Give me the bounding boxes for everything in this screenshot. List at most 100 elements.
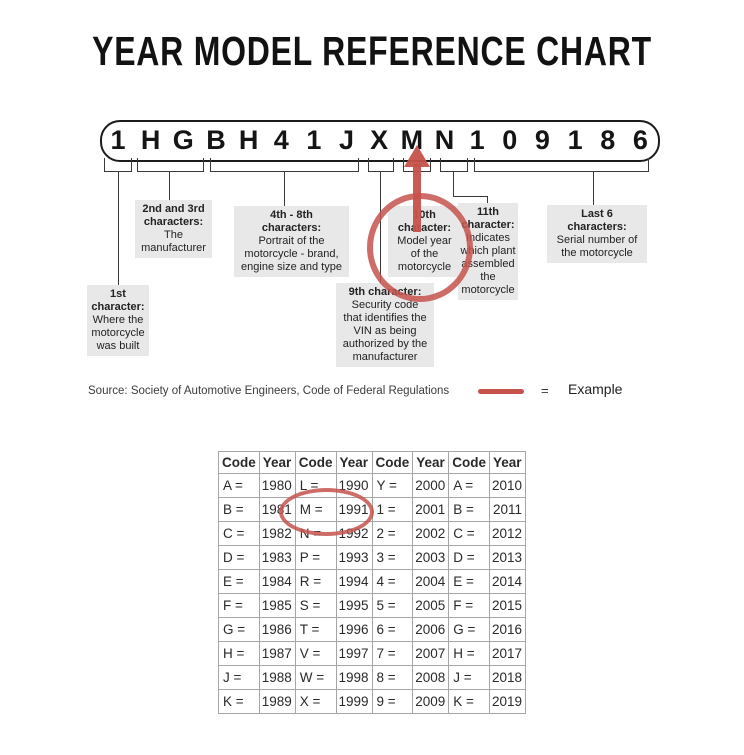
year-cell: 1996 bbox=[335, 617, 373, 642]
callout-body: Portrait of the motorcycle - brand, engi… bbox=[241, 235, 342, 273]
code-cell: D = bbox=[218, 545, 260, 570]
source-text: Source: Society of Automotive Engineers,… bbox=[88, 385, 450, 397]
callout-heading: 2nd and 3rd characters: bbox=[142, 203, 205, 228]
table-header-cell: Code bbox=[448, 451, 490, 474]
code-cell: F = bbox=[448, 593, 490, 618]
callout-1st-character: 1st character: Where the motorcycle was … bbox=[87, 285, 149, 356]
year-cell: 1984 bbox=[258, 569, 296, 594]
connector-4th-8th bbox=[284, 171, 285, 207]
code-cell: G = bbox=[218, 617, 260, 642]
year-cell: 1988 bbox=[258, 665, 296, 690]
code-cell: E = bbox=[448, 569, 490, 594]
code-cell: 2 = bbox=[371, 521, 414, 546]
code-cell: A = bbox=[448, 473, 490, 498]
code-cell: B = bbox=[448, 497, 490, 522]
connector-11th-drop bbox=[487, 196, 488, 204]
table-header-cell: Year bbox=[335, 451, 373, 474]
legend-label: Example bbox=[568, 381, 623, 397]
bracket-last-6-characters bbox=[474, 158, 649, 172]
bracket-9th-character bbox=[368, 158, 394, 172]
year-cell: 1993 bbox=[335, 545, 373, 570]
code-cell: Y = bbox=[371, 473, 414, 498]
code-cell: H = bbox=[448, 641, 490, 666]
legend-equals: = bbox=[541, 383, 549, 398]
code-cell: F = bbox=[218, 593, 260, 618]
vin-char-12: 1 bbox=[469, 125, 485, 155]
table-row: C = 1982 N = 1992 2 = 2002 C = 2012 bbox=[218, 521, 526, 546]
code-cell: 3 = bbox=[371, 545, 414, 570]
code-cell: 7 = bbox=[371, 641, 414, 666]
year-cell: 2000 bbox=[412, 473, 450, 498]
vin-char-1: 1 bbox=[110, 125, 126, 155]
code-cell: J = bbox=[218, 665, 260, 690]
table-header-cell: Code bbox=[218, 451, 260, 474]
year-cell: 2011 bbox=[489, 497, 526, 522]
table-row: D = 1983 P = 1993 3 = 2003 D = 2013 bbox=[218, 545, 526, 570]
year-cell: 1994 bbox=[335, 569, 373, 594]
year-cell: 2012 bbox=[489, 521, 526, 546]
year-cell: 1989 bbox=[258, 689, 296, 714]
example-line-icon bbox=[478, 389, 524, 394]
year-cell: 2003 bbox=[412, 545, 450, 570]
callout-heading: 4th - 8th characters: bbox=[261, 209, 322, 234]
callout-11th-character: 11th character: Indicates which plant as… bbox=[458, 203, 518, 300]
example-arrow-shaft bbox=[413, 164, 421, 232]
code-cell: G = bbox=[448, 617, 490, 642]
year-code-table: Code Year Code Year Code Year Code Year A = 1980 L… bbox=[218, 451, 526, 714]
table-header-cell: Year bbox=[489, 451, 526, 474]
year-cell: 2004 bbox=[412, 569, 450, 594]
year-cell: 1997 bbox=[335, 641, 373, 666]
year-cell: 2002 bbox=[412, 521, 450, 546]
code-cell: 9 = bbox=[371, 689, 414, 714]
code-cell: J = bbox=[448, 665, 490, 690]
year-cell: 2016 bbox=[489, 617, 526, 642]
connector-2nd-3rd bbox=[169, 171, 170, 201]
example-ellipse-m-1991 bbox=[279, 488, 374, 536]
code-cell: C = bbox=[218, 521, 260, 546]
bracket-4th-8th-characters bbox=[210, 158, 359, 172]
code-cell: 5 = bbox=[371, 593, 414, 618]
year-cell: 2014 bbox=[489, 569, 526, 594]
code-cell: E = bbox=[218, 569, 260, 594]
code-cell: 4 = bbox=[371, 569, 414, 594]
table-header-cell: Code bbox=[371, 451, 414, 474]
vin-char-17: 6 bbox=[632, 125, 648, 155]
bracket-11th-character bbox=[440, 158, 468, 172]
table-row: F = 1985 S = 1995 5 = 2005 F = 2015 bbox=[218, 593, 526, 618]
callout-body: Where the motorcycle was built bbox=[91, 314, 145, 352]
vin-char-2: H bbox=[140, 125, 161, 155]
vin-char-15: 1 bbox=[567, 125, 583, 155]
table-row: K = 1989 X = 1999 9 = 2009 K = 2019 bbox=[218, 689, 526, 714]
code-cell: S = bbox=[294, 593, 337, 618]
page-title: YEAR MODEL REFERENCE CHART bbox=[92, 28, 652, 74]
vin-char-5: H bbox=[238, 125, 259, 155]
vin-char-11: N bbox=[434, 125, 455, 155]
year-cell: 2001 bbox=[412, 497, 450, 522]
code-cell: W = bbox=[294, 665, 337, 690]
callout-heading: 11th character: bbox=[461, 206, 515, 231]
vin-char-16: 8 bbox=[600, 125, 616, 155]
year-cell: 2007 bbox=[412, 641, 450, 666]
year-cell: 2009 bbox=[412, 689, 450, 714]
year-cell: 1987 bbox=[258, 641, 296, 666]
year-cell: 2013 bbox=[489, 545, 526, 570]
year-cell: 1999 bbox=[335, 689, 373, 714]
callout-body: Indicates which plant assembled the moto… bbox=[460, 232, 516, 296]
year-cell: 2018 bbox=[489, 665, 526, 690]
code-cell: K = bbox=[448, 689, 490, 714]
vin-char-3: G bbox=[172, 125, 194, 155]
year-cell: 2015 bbox=[489, 593, 526, 618]
table-header-cell: Code bbox=[294, 451, 337, 474]
year-cell: 2010 bbox=[489, 473, 526, 498]
callout-body: Serial number of the motorcycle bbox=[556, 234, 638, 259]
vin-char-9: X bbox=[370, 125, 389, 155]
callout-heading: 1st character: bbox=[91, 288, 145, 313]
code-cell: V = bbox=[294, 641, 337, 666]
bracket-2nd-3rd-characters bbox=[137, 158, 204, 172]
year-cell: 2006 bbox=[412, 617, 450, 642]
code-cell: C = bbox=[448, 521, 490, 546]
callout-last-6-characters: Last 6 characters: Serial number of the … bbox=[547, 205, 647, 263]
table-header-row: Code Year Code Year Code Year Code Year bbox=[218, 451, 526, 474]
code-cell: X = bbox=[294, 689, 337, 714]
callout-2nd-3rd-characters: 2nd and 3rd characters: The manufacturer bbox=[135, 200, 212, 258]
